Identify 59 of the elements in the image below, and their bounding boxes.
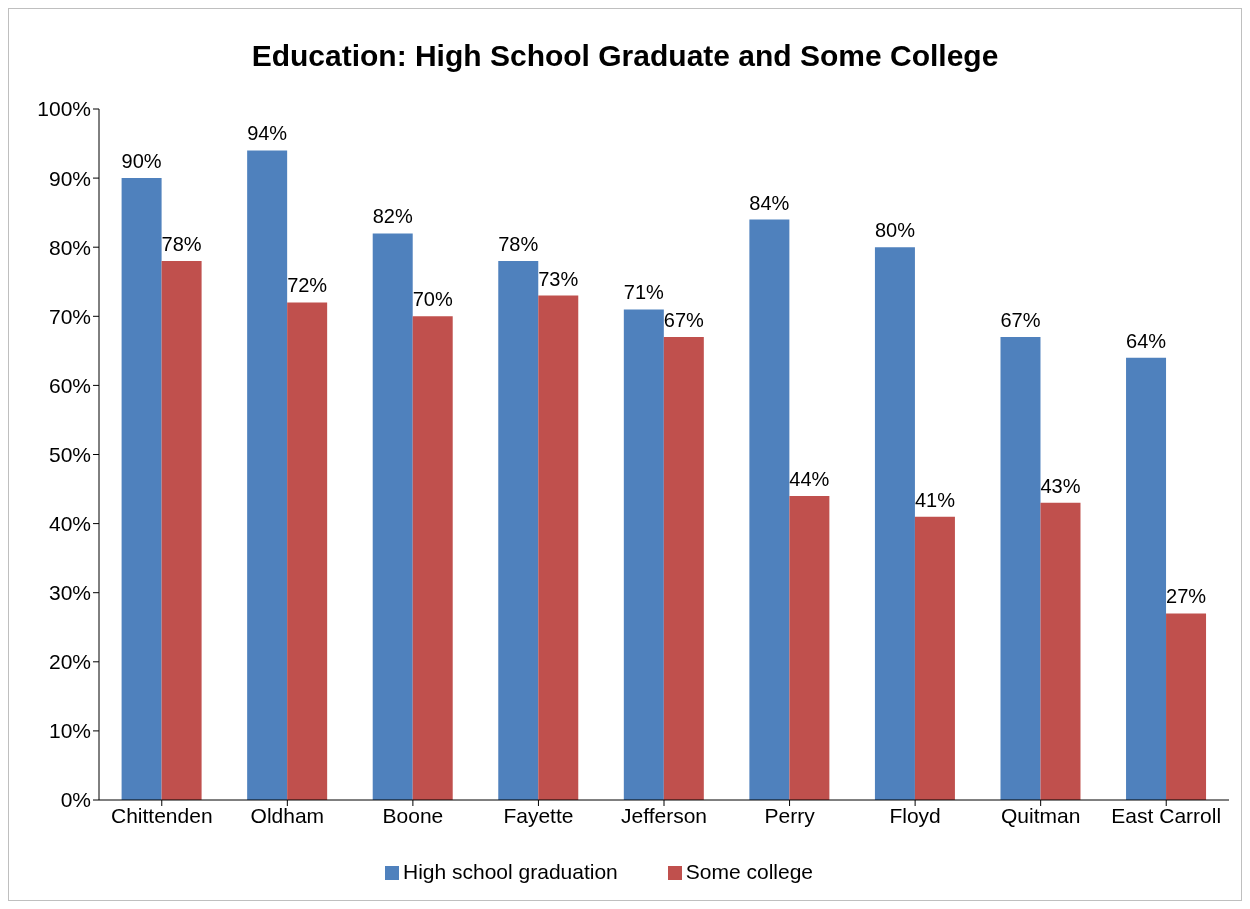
y-tick-label: 20% (48, 650, 91, 674)
bar (247, 150, 288, 800)
bar (749, 219, 790, 800)
bar (1166, 613, 1207, 800)
data-label: 78% (161, 233, 202, 256)
y-tick-label: 60% (48, 373, 91, 397)
x-tick-label: Quitman (1000, 803, 1081, 827)
bar (1000, 337, 1041, 800)
data-label: 82% (372, 205, 413, 228)
data-label: 41% (914, 488, 956, 511)
x-tick-label: Jefferson (621, 803, 707, 827)
x-tick-label: Floyd (889, 803, 941, 827)
legend-label: Some college (685, 860, 814, 883)
bar (663, 337, 704, 800)
data-label: 80% (874, 219, 916, 242)
y-tick-label: 90% (48, 166, 91, 190)
data-label: 44% (789, 467, 830, 490)
data-label: 43% (1040, 474, 1081, 497)
y-tick-label: 30% (48, 581, 91, 605)
x-tick-label: Oldham (250, 803, 325, 827)
bar (538, 295, 579, 800)
x-tick-label: Chittenden (110, 803, 213, 827)
y-tick-label: 40% (48, 512, 91, 536)
data-label: 71% (623, 281, 665, 304)
data-label: 73% (538, 267, 579, 290)
bar (914, 516, 955, 800)
data-label: 78% (498, 233, 539, 256)
x-tick-label: East Carroll (1111, 803, 1222, 827)
y-tick-label: 10% (48, 719, 91, 743)
data-label: 94% (247, 122, 288, 145)
x-tick-label: Perry (764, 803, 816, 827)
bar (372, 233, 413, 800)
bar (498, 261, 539, 800)
legend-label: High school graduation (402, 860, 618, 883)
bar (287, 302, 328, 800)
bar (1040, 502, 1081, 800)
y-tick-label: 70% (48, 304, 91, 328)
bar (161, 261, 202, 800)
bar (874, 247, 915, 800)
data-label: 90% (121, 150, 162, 173)
y-tick-label: 0% (60, 788, 91, 812)
data-label: 84% (749, 191, 790, 214)
chart-title: Education: High School Graduate and Some College (250, 38, 1000, 74)
data-label: 64% (1126, 329, 1167, 352)
data-label: 67% (1000, 309, 1041, 332)
data-label: 72% (287, 274, 328, 297)
y-tick-label: 80% (48, 235, 91, 259)
bar (789, 495, 830, 800)
y-tick-label: 100% (37, 97, 91, 121)
data-label: 67% (663, 309, 705, 332)
bar (121, 178, 162, 800)
x-tick-label: Boone (382, 803, 444, 827)
bar (623, 309, 664, 800)
y-tick-label: 50% (48, 442, 91, 466)
data-label: 70% (412, 288, 453, 311)
bar (412, 316, 453, 800)
bar (1126, 357, 1167, 800)
x-tick-label: Fayette (503, 803, 574, 827)
data-label: 27% (1166, 585, 1207, 608)
